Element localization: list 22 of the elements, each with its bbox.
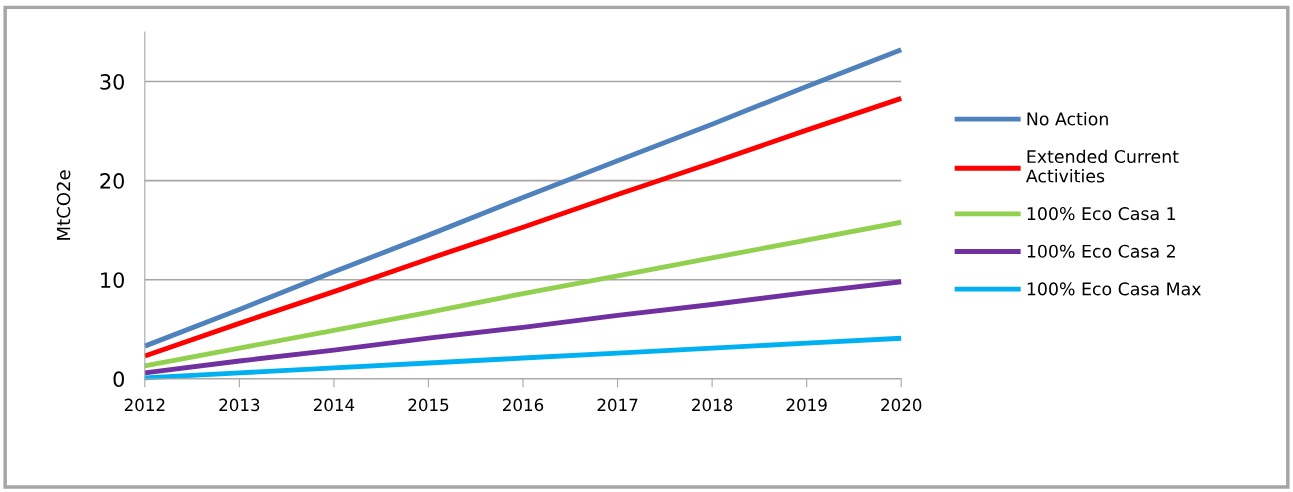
x-tick-label: 2019 <box>786 398 827 412</box>
y-tick-label: 0 <box>113 371 124 388</box>
x-tick-label: 2015 <box>408 398 449 412</box>
y-tick-label: 20 <box>100 173 124 189</box>
line-series <box>142 219 904 369</box>
y-tick-label: 10 <box>101 272 124 288</box>
x-tick-label: 2012 <box>124 398 165 412</box>
legend-label: 100% Eco Casa 1 <box>1027 207 1176 221</box>
legend-label: 100% Eco Casa 2 <box>1027 244 1175 258</box>
line-series <box>142 95 904 359</box>
y-axis-title: MtCO2e <box>56 170 71 240</box>
legend-label: 100% Eco Casa Max <box>1027 282 1201 296</box>
line-series <box>142 47 904 349</box>
x-tick-label: 2018 <box>692 398 733 412</box>
y-tick-label: 30 <box>100 73 124 90</box>
legend-label: No Action <box>1027 112 1108 126</box>
x-tick-label: 2016 <box>503 398 544 412</box>
x-tick-label: 2014 <box>313 398 355 412</box>
legend-label: Extended Current Activities <box>1025 149 1179 183</box>
x-tick-label: 2013 <box>219 398 260 412</box>
x-tick-label: 2020 <box>881 398 922 412</box>
x-tick-label: 2017 <box>597 398 638 412</box>
